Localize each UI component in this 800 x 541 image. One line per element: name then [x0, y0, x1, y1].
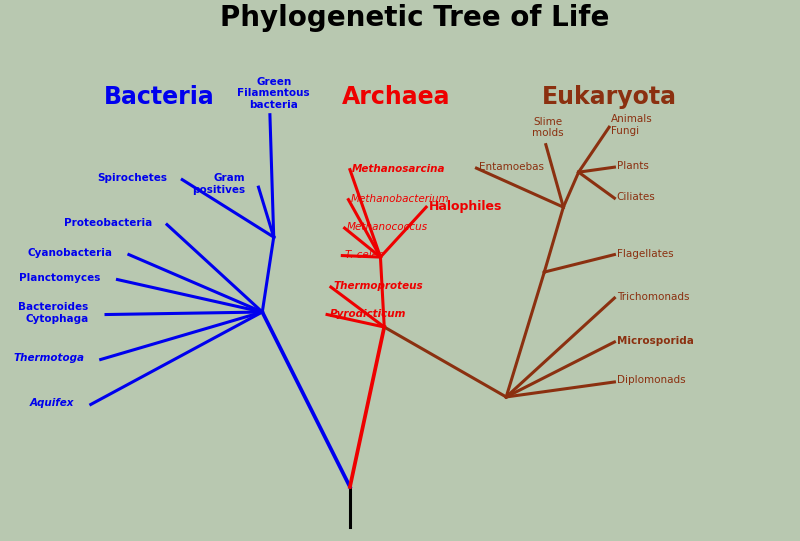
Title: Phylogenetic Tree of Life: Phylogenetic Tree of Life: [220, 4, 610, 32]
Text: Methanobacterium: Methanobacterium: [350, 194, 450, 203]
Text: Slime
molds: Slime molds: [532, 117, 564, 138]
Text: Eukaryota: Eukaryota: [542, 85, 677, 109]
Text: Microsporida: Microsporida: [617, 336, 694, 346]
Text: Bacteria: Bacteria: [104, 85, 214, 109]
Text: Flagellates: Flagellates: [617, 248, 674, 259]
Text: Plants: Plants: [617, 161, 649, 171]
Text: Halophiles: Halophiles: [429, 200, 502, 213]
Text: Proteobacteria: Proteobacteria: [63, 218, 152, 228]
Text: Thermotoga: Thermotoga: [14, 353, 85, 363]
Text: Thermoproteus: Thermoproteus: [333, 281, 422, 291]
Text: Bacteroides
Cytophaga: Bacteroides Cytophaga: [18, 302, 89, 324]
Text: Cyanobacteria: Cyanobacteria: [27, 248, 112, 258]
Text: Aquifex: Aquifex: [30, 398, 74, 408]
Text: Methanococcus: Methanococcus: [347, 222, 428, 232]
Text: Methanosarcina: Methanosarcina: [352, 164, 446, 174]
Text: Ciliates: Ciliates: [617, 192, 655, 202]
Text: Pyrodicticum: Pyrodicticum: [330, 308, 406, 319]
Text: Animals
Fungi: Animals Fungi: [611, 114, 653, 135]
Text: Spirochetes: Spirochetes: [97, 173, 167, 183]
Text: Trichomonads: Trichomonads: [617, 292, 690, 302]
Text: T. celer: T. celer: [345, 249, 382, 260]
Text: Archaea: Archaea: [342, 85, 450, 109]
Text: Green
Filamentous
bacteria: Green Filamentous bacteria: [238, 76, 310, 110]
Text: Planctomyces: Planctomyces: [19, 273, 101, 283]
Text: Gram
positives: Gram positives: [192, 173, 246, 195]
Text: Entamoebas: Entamoebas: [478, 162, 544, 172]
Text: Diplomonads: Diplomonads: [617, 375, 686, 386]
